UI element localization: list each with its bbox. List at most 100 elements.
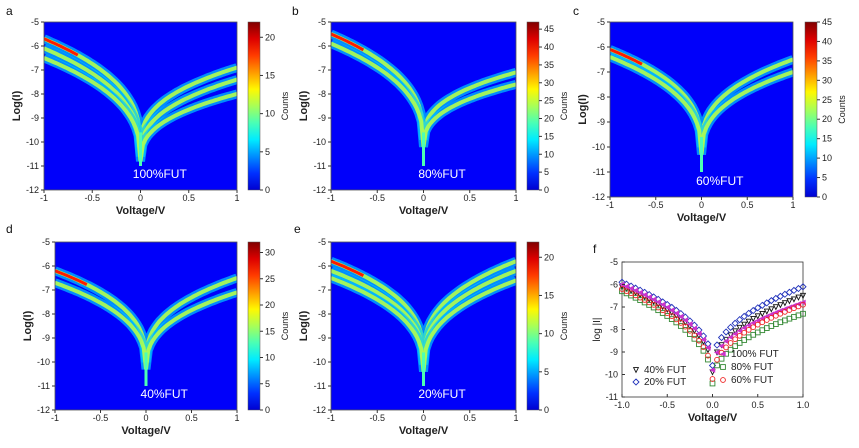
scatter-point [709, 367, 716, 373]
scatter-point [741, 329, 748, 336]
colorbar-tick-label: 20 [265, 32, 275, 42]
colorbar-tick-label: 0 [544, 185, 549, 195]
colorbar-label: Counts [559, 91, 569, 120]
heatmap-spike [700, 137, 703, 172]
y-tick-label: -8 [31, 89, 39, 99]
y-tick-label: -11 [314, 381, 326, 391]
scatter-point [722, 328, 730, 336]
y-tick-label: -12 [313, 405, 326, 415]
x-tick-label: 1 [234, 413, 239, 423]
scatter-point [659, 307, 666, 314]
colorbar-tick-label: 30 [265, 248, 275, 258]
scatter-point [731, 319, 739, 327]
scatter-point [677, 320, 684, 326]
colorbar-tick-label: 30 [544, 78, 554, 88]
scatter-point [673, 316, 680, 323]
scatter-point [696, 341, 702, 348]
scatter-point [637, 294, 643, 301]
colorbar-tick-label: 10 [265, 353, 275, 363]
colorbar [526, 21, 540, 191]
colorbar-tick-label: 0 [265, 185, 270, 195]
colorbar-tick-label: 5 [265, 147, 270, 157]
scatter-point [650, 296, 657, 303]
colorbar-tick-label: 5 [544, 367, 549, 377]
panel-letter-a: a [6, 4, 13, 18]
scatter-point [700, 336, 707, 343]
scatter-point [713, 341, 721, 349]
scatter-point [628, 290, 634, 297]
x-tick-label: 1 [234, 193, 239, 203]
x-tick-label: 0 [421, 193, 426, 203]
legend-marker [719, 351, 726, 357]
legend-label: 80% FUT [731, 362, 773, 373]
scatter-point [790, 296, 798, 303]
scatter-point [673, 310, 680, 317]
panel-annotation: 60%FUT [696, 174, 744, 188]
colorbar-tick-label: 40 [544, 42, 554, 52]
x-tick-label: -1 [606, 200, 614, 210]
y-tick-label: -10 [313, 357, 326, 367]
colorbar-tick-label: 5 [265, 379, 270, 389]
scatter-point [763, 299, 771, 307]
scatter-point [736, 324, 743, 332]
x-tick-label: 0.5 [741, 200, 754, 210]
scatter-point [740, 312, 748, 321]
x-tick-label: -0.5 [369, 413, 385, 423]
legend-marker [720, 377, 726, 383]
y-tick-label: -8 [318, 309, 326, 319]
x-tick-label: -1.0 [614, 400, 630, 410]
y-tick-label: -5 [318, 237, 326, 247]
heatmap-panel-c: -1 -0.5 0 0.5 1 -5 -6 -7 -8 -9 -10 -11 -12 Voltage/V L… [577, 17, 847, 224]
y-tick-label: -9 [31, 113, 39, 123]
scatter-point [696, 337, 702, 344]
panel-annotation: 20%FUT [418, 387, 466, 401]
y-axis-label: Log(I) [577, 94, 589, 125]
y-tick-label: -5 [597, 17, 605, 27]
scatter-point [736, 332, 743, 339]
y-tick-label: -9 [610, 347, 618, 357]
colorbar [804, 21, 818, 198]
panel-letter-f: f [593, 242, 597, 256]
y-tick-label: -6 [610, 280, 618, 290]
y-tick-label: -9 [42, 333, 50, 343]
y-tick-label: -6 [597, 42, 605, 52]
x-tick-label: 0.5 [185, 413, 198, 423]
y-axis-label: Log(I) [22, 310, 34, 341]
scatter-panel-f: -1.0 -0.5 0.0 0.5 1.0 -5 -6 -7 -8 -9 -10 -11 Voltage… [592, 257, 809, 424]
heatmap-panel-e: -1 -0.5 0 0.5 1 -5 -6 -7 -8 -9 -10 -11 -12 Voltage/V L… [298, 237, 569, 437]
heatmap-spike [422, 352, 425, 386]
x-tick-label: -1 [327, 193, 335, 203]
x-tick-label: -1 [40, 193, 48, 203]
legend-marker [632, 378, 640, 386]
y-tick-label: -11 [38, 381, 50, 391]
scatter-point [736, 340, 743, 346]
x-tick-label: 0 [421, 413, 426, 423]
y-tick-label: -6 [42, 261, 50, 271]
heatmap-spike [144, 352, 148, 386]
scatter-point [682, 317, 689, 324]
x-tick-label: 0 [699, 200, 704, 210]
legend-entry: 100% FUT [719, 349, 779, 360]
legend-label: 40% FUT [644, 365, 686, 376]
scatter-point [800, 301, 806, 308]
heatmap-panel-d: -1 -0.5 0 0.5 1 -5 -6 -7 -8 -9 -10 -11 -12 Voltage/V L… [22, 237, 290, 437]
scatter-point [772, 312, 779, 319]
legend-entry: 40% FUT [632, 365, 686, 376]
colorbar-tick-label: 0 [822, 192, 827, 202]
scatter-point [767, 296, 775, 305]
colorbar-tick-label: 25 [544, 96, 554, 106]
scatter-point [632, 292, 639, 299]
scatter-point [650, 302, 657, 308]
colorbar-tick-label: 15 [544, 290, 554, 300]
x-tick-label: -1 [327, 413, 335, 423]
scatter-point [768, 306, 775, 313]
y-tick-label: -11 [606, 392, 618, 402]
scatter-point [759, 310, 766, 318]
x-tick-label: -0.5 [659, 400, 675, 410]
scatter-point [758, 301, 766, 309]
y-tick-label: -5 [610, 257, 618, 267]
colorbar-label: Counts [837, 95, 847, 124]
x-tick-label: 1 [513, 193, 518, 203]
scatter-point [646, 294, 652, 301]
